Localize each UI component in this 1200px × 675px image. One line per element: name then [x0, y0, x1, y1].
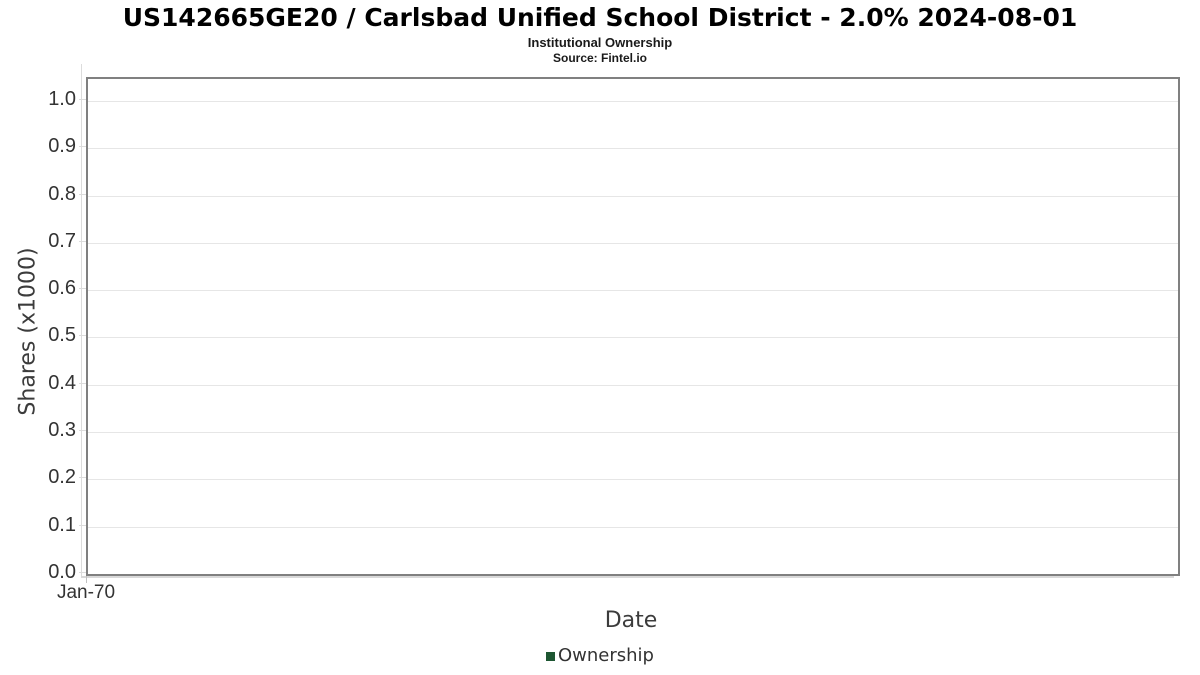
- x-axis-line: [81, 576, 1174, 578]
- y-tick-mark: [79, 99, 86, 100]
- y-axis-line: [81, 64, 82, 578]
- chart-subtitle: Institutional Ownership: [527, 35, 673, 50]
- plot-area: [86, 77, 1180, 576]
- y-gridline: [88, 196, 1178, 197]
- y-tick-mark: [79, 288, 86, 289]
- y-tick-mark: [79, 194, 86, 195]
- y-tick-label: 0.7: [48, 230, 76, 252]
- y-tick-mark: [79, 477, 86, 478]
- y-tick-label: 0.9: [48, 135, 76, 157]
- y-tick-label: 0.3: [48, 419, 76, 441]
- y-tick-mark: [79, 525, 86, 526]
- y-tick-label: 0.0: [48, 561, 76, 583]
- y-tick-mark: [79, 146, 86, 147]
- chart-legend: Ownership: [0, 645, 1200, 667]
- chart-source-credit: Source: Fintel.io: [552, 51, 647, 65]
- y-gridline: [88, 337, 1178, 338]
- y-tick-label: 1.0: [48, 88, 76, 110]
- y-tick-label: 0.6: [48, 277, 76, 299]
- series-square-icon: [546, 651, 555, 661]
- y-tick-mark: [79, 241, 86, 242]
- y-gridline: [88, 432, 1178, 433]
- x-tick-label: Jan-70: [56, 582, 116, 603]
- legend-item-label: Ownership: [558, 645, 654, 666]
- chart-title: US142665GE20 / Carlsbad Unified School D…: [122, 3, 1078, 32]
- y-tick-mark: [79, 383, 86, 384]
- y-tick-label: 0.8: [48, 183, 76, 205]
- y-gridline: [88, 148, 1178, 149]
- x-tick-mark: [86, 576, 87, 583]
- y-gridline: [88, 290, 1178, 291]
- y-gridline: [88, 527, 1178, 528]
- y-tick-mark: [79, 572, 86, 573]
- x-axis-title: Date: [604, 608, 658, 633]
- y-tick-label: 0.4: [48, 372, 76, 394]
- y-tick-label: 0.5: [48, 324, 76, 346]
- y-tick-mark: [79, 430, 86, 431]
- legend-item-ownership[interactable]: Ownership: [546, 645, 654, 667]
- y-gridline: [88, 479, 1178, 480]
- y-tick-label: 0.2: [48, 466, 76, 488]
- y-gridline: [88, 101, 1178, 102]
- y-tick-mark: [79, 335, 86, 336]
- y-gridline: [88, 385, 1178, 386]
- y-gridline: [88, 243, 1178, 244]
- y-tick-label: 0.1: [48, 514, 76, 536]
